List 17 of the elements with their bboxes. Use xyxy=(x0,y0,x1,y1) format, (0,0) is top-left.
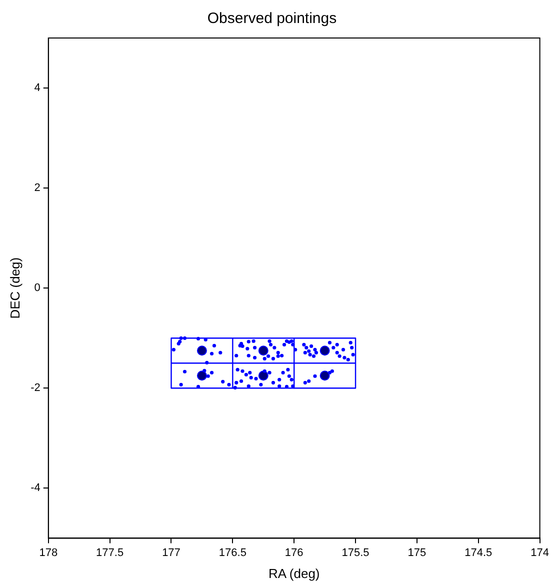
y-tick-label: 4 xyxy=(34,82,40,94)
y-tick-label: 0 xyxy=(34,282,40,294)
x-tick-label: 176 xyxy=(284,546,304,559)
x-tick-label: 175.5 xyxy=(342,546,370,559)
x-tick-label: 175 xyxy=(408,546,426,559)
y-axis-title: DEC (deg) xyxy=(7,257,22,319)
y-tick-label: 2 xyxy=(34,182,40,194)
x-tick-label: 177.5 xyxy=(96,546,124,559)
x-tick-label: 178 xyxy=(39,546,58,559)
chart-title: Observed pointings xyxy=(207,10,337,28)
x-tick-label: 174 xyxy=(530,546,550,559)
x-tick-label: 177 xyxy=(162,546,180,559)
y-tick-label: -4 xyxy=(30,482,40,494)
y-tick-label: -2 xyxy=(30,382,40,394)
x-tick-label: 176.5 xyxy=(218,546,246,559)
x-tick-label: 174.5 xyxy=(464,546,492,559)
x-axis-title: RA (deg) xyxy=(268,566,320,581)
